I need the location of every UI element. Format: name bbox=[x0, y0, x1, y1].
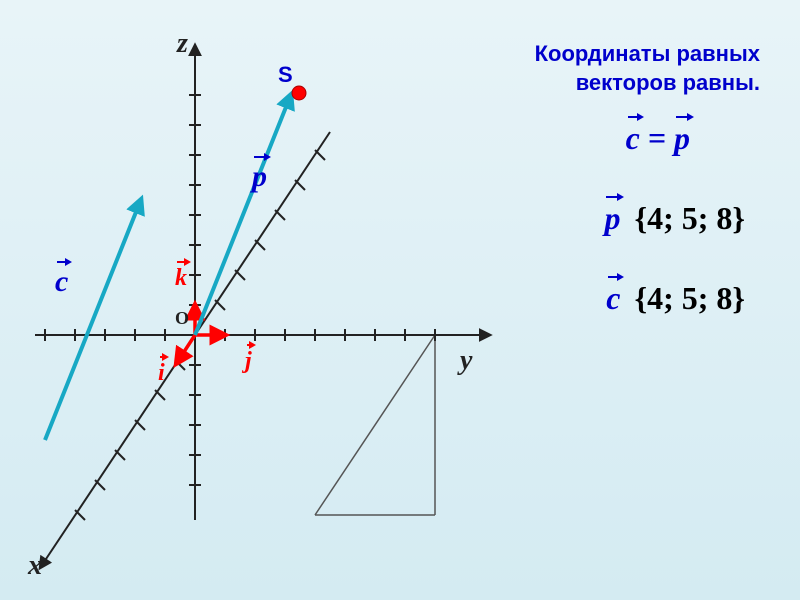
vector-p-label: p bbox=[252, 160, 267, 194]
basis-k: k bbox=[175, 265, 187, 292]
vector-c bbox=[45, 202, 140, 440]
equation: c = p bbox=[626, 120, 690, 157]
point-s-label: S bbox=[278, 62, 293, 88]
coords-c: c {4; 5; 8} bbox=[606, 280, 745, 317]
axis-label-y: y bbox=[460, 345, 472, 377]
vector-p bbox=[195, 97, 290, 335]
point-s bbox=[292, 86, 306, 100]
diagram-canvas: z y x O i j k c p S Координаты равных ве… bbox=[0, 0, 800, 600]
axis-label-z: z bbox=[177, 28, 188, 60]
coords-p: p {4; 5; 8} bbox=[604, 200, 745, 237]
basis-j: j bbox=[245, 348, 252, 375]
vector-c-label: c bbox=[55, 265, 68, 299]
origin-label: O bbox=[175, 308, 189, 329]
title-text: Координаты равных векторов равны. bbox=[535, 40, 760, 97]
basis-i: i bbox=[158, 360, 165, 387]
axis-label-x: x bbox=[28, 550, 42, 582]
